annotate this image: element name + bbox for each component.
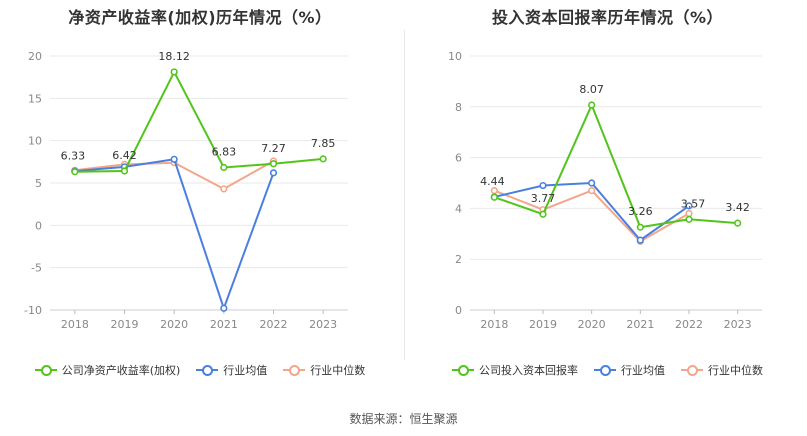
data-point-company (120, 167, 129, 175)
legend-swatch-company (452, 364, 474, 376)
panel-divider (404, 30, 405, 360)
data-point-company (269, 160, 278, 168)
legend-swatch-company (34, 364, 57, 376)
y-tick-label: -5 (31, 262, 42, 275)
data-label: 8.07 (579, 83, 604, 96)
data-point-industry_avg (636, 236, 644, 244)
legend-item-company[interactable]: 公司投入资本回报率 (452, 362, 578, 378)
chart-title: 净资产收益率(加权)历年情况（%） (68, 8, 332, 27)
data-point-company (490, 193, 498, 201)
data-point-industry_avg (220, 304, 228, 312)
y-tick-label: 0 (455, 304, 462, 317)
chart-title: 投入资本回报率历年情况（%） (491, 8, 724, 27)
roic-chart-plot: 0 2 4 6 8 10 2018 2019 2020 2021 2022 2023 4.44 3.77 8… (448, 50, 762, 331)
x-tick-label: 2018 (61, 318, 89, 331)
legend-swatch-industry-median (681, 364, 703, 376)
x-tick-label: 2022 (675, 318, 703, 331)
data-label: 7.85 (311, 137, 336, 150)
series-line-company (493, 102, 738, 229)
data-point-company (734, 219, 742, 227)
x-tick-label: 2023 (309, 318, 337, 331)
data-point-industry_avg (170, 155, 178, 163)
x-tick-label: 2020 (578, 318, 606, 331)
x-tick-label: 2018 (480, 318, 508, 331)
chart-legend: 公司净资产收益率(加权) 行业均值 行业中位数 (0, 362, 400, 378)
legend-swatch-industry-avg (594, 364, 616, 376)
data-point-industry_median (220, 185, 228, 193)
data-point-industry_avg (539, 181, 547, 190)
data-point-company (685, 215, 693, 223)
legend-swatch-industry-median (283, 364, 306, 376)
data-point-company (319, 155, 327, 163)
x-tick-label: 2019 (529, 318, 557, 331)
data-label: 3.77 (531, 192, 556, 205)
data-label: 7.27 (261, 142, 286, 155)
data-point-company (220, 163, 228, 172)
legend-label: 行业中位数 (310, 364, 366, 377)
x-tick-label: 2022 (260, 318, 288, 331)
data-label: 3.26 (628, 205, 653, 218)
data-point-company (636, 223, 644, 231)
data-label: 3.57 (681, 197, 706, 210)
roe-chart-panel: 净资产收益率(加权)历年情况（%） -10 -5 0 5 10 15 20 2018 2019 2… (0, 0, 400, 395)
y-tick-label: 2 (455, 253, 462, 266)
roic-chart-panel: 投入资本回报率历年情况（%） 0 2 4 6 8 10 2018 2019 2020 2021 20… (408, 0, 807, 395)
legend-label: 公司投入资本回报率 (479, 364, 578, 377)
x-tick-label: 2019 (111, 318, 139, 331)
y-tick-label: 10 (28, 135, 42, 148)
data-label: 6.83 (212, 146, 237, 159)
data-point-company (71, 168, 79, 176)
data-label: 6.42 (112, 149, 137, 162)
legend-item-industry-avg[interactable]: 行业均值 (594, 362, 665, 378)
data-point-industry_avg (269, 169, 278, 177)
series-line-industry_avg (74, 158, 275, 312)
data-point-industry_median (588, 187, 596, 195)
y-tick-label: 10 (448, 50, 462, 63)
legend-item-industry-median[interactable]: 行业中位数 (681, 362, 763, 378)
data-point-company (539, 210, 547, 218)
x-tick-label: 2021 (210, 318, 238, 331)
x-tick-label: 2020 (160, 318, 188, 331)
data-label: 6.33 (61, 150, 86, 163)
roe-chart-plot: -10 -5 0 5 10 15 20 2018 2019 2020 2021 2022 2023 6.3… (24, 50, 348, 331)
legend-item-company[interactable]: 公司净资产收益率(加权) (34, 362, 181, 378)
y-tick-label: 6 (455, 152, 462, 165)
legend-item-industry-avg[interactable]: 行业均值 (196, 362, 267, 378)
chart-legend: 公司投入资本回报率 行业均值 行业中位数 (408, 362, 807, 378)
y-tick-label: 15 (28, 92, 42, 105)
x-tick-label: 2021 (626, 318, 654, 331)
legend-swatch-industry-avg (196, 364, 219, 376)
legend-label: 行业均值 (621, 364, 665, 377)
legend-label: 公司净资产收益率(加权) (61, 364, 181, 377)
data-point-industry_avg (588, 179, 596, 187)
data-point-industry_median (490, 187, 498, 195)
y-tick-label: 5 (35, 177, 42, 190)
y-tick-label: 0 (35, 219, 42, 232)
y-tick-label: -10 (24, 304, 42, 317)
legend-label: 行业均值 (223, 364, 268, 377)
data-point-industry_avg (685, 202, 693, 210)
y-tick-label: 20 (28, 50, 42, 63)
y-tick-label: 4 (455, 202, 462, 215)
data-label: 3.42 (725, 201, 750, 214)
data-point-industry_median (685, 209, 693, 218)
series-line-industry_median (493, 189, 690, 243)
series-line-company (74, 69, 324, 173)
data-point-company (170, 68, 178, 76)
legend-label: 行业中位数 (708, 364, 763, 377)
data-label: 4.44 (480, 175, 505, 188)
data-point-company (588, 101, 596, 109)
data-source-note: 数据来源：恒生聚源 (349, 412, 458, 426)
data-label: 18.12 (158, 50, 190, 63)
x-tick-label: 2023 (724, 318, 752, 331)
legend-item-industry-median[interactable]: 行业中位数 (283, 362, 365, 378)
y-tick-label: 8 (455, 101, 462, 114)
